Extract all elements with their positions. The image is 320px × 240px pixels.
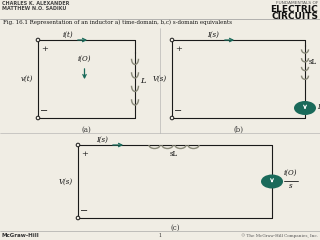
Text: CIRCUITS: CIRCUITS xyxy=(271,12,318,21)
Text: +: + xyxy=(175,45,182,53)
Text: Fig. 16.1 Representation of an inductor a) time-domain, b,c) s-domain equivalent: Fig. 16.1 Representation of an inductor … xyxy=(3,20,232,25)
Text: I(s): I(s) xyxy=(96,136,108,144)
Circle shape xyxy=(36,116,40,120)
Text: −: − xyxy=(40,107,48,116)
Text: sL: sL xyxy=(170,150,178,158)
Text: © The McGraw-Hill Companies, Inc.: © The McGraw-Hill Companies, Inc. xyxy=(241,233,318,238)
Text: sL: sL xyxy=(309,59,317,66)
Text: I(s): I(s) xyxy=(207,31,219,39)
Text: i(O): i(O) xyxy=(78,55,91,63)
Ellipse shape xyxy=(294,101,316,115)
Text: (a): (a) xyxy=(82,126,92,134)
Text: L: L xyxy=(140,77,146,85)
Text: (c): (c) xyxy=(170,224,180,232)
Text: V(s): V(s) xyxy=(59,178,73,186)
Text: −: − xyxy=(80,207,88,216)
Text: ELECTRIC: ELECTRIC xyxy=(270,5,318,14)
Text: −: − xyxy=(174,107,182,116)
Text: 1: 1 xyxy=(158,233,162,238)
Text: MATTHEW N.O. SADIKU: MATTHEW N.O. SADIKU xyxy=(2,6,66,11)
Circle shape xyxy=(76,216,80,220)
Text: Li(O): Li(O) xyxy=(317,103,320,111)
Text: +: + xyxy=(41,45,48,53)
Text: (b): (b) xyxy=(234,126,244,134)
Text: McGraw-Hill: McGraw-Hill xyxy=(2,233,40,238)
Text: i(t): i(t) xyxy=(63,31,73,39)
Circle shape xyxy=(76,143,80,147)
Text: s: s xyxy=(289,181,292,190)
Circle shape xyxy=(170,116,174,120)
Text: +: + xyxy=(81,150,88,158)
Circle shape xyxy=(170,38,174,42)
Text: v(t): v(t) xyxy=(20,75,33,83)
Text: V(s): V(s) xyxy=(153,75,167,83)
Ellipse shape xyxy=(261,174,283,188)
Text: CHARLES K. ALEXANDER: CHARLES K. ALEXANDER xyxy=(2,1,69,6)
Text: FUNDAMENTALS OF: FUNDAMENTALS OF xyxy=(276,1,318,5)
Circle shape xyxy=(36,38,40,42)
Text: i(O): i(O) xyxy=(284,168,298,176)
